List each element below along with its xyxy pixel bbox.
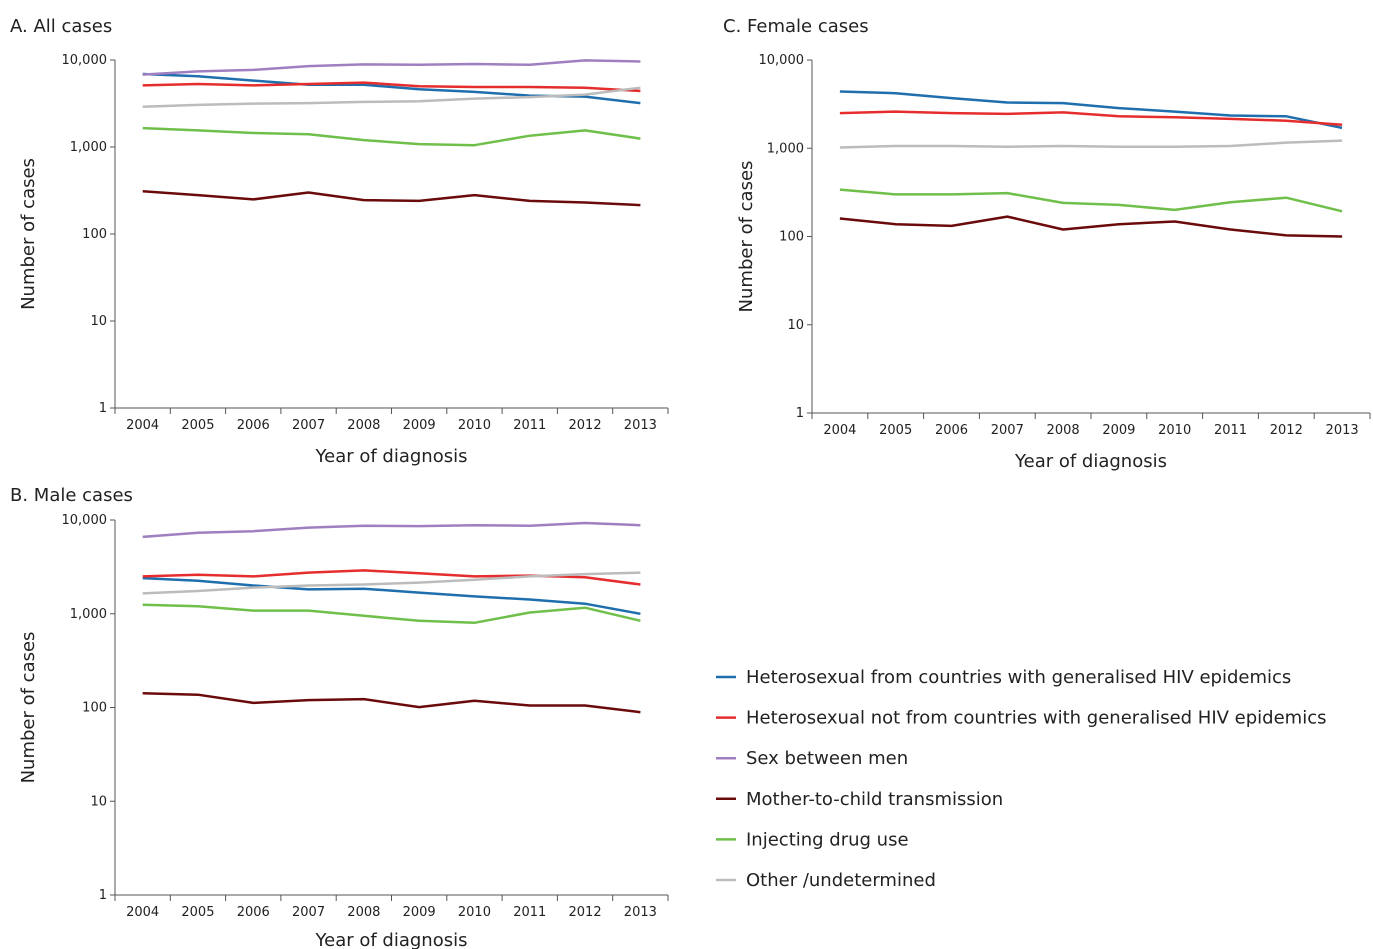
series-line-mother-to-child-transmission — [839, 215, 1343, 238]
legend-item-mother-to-child-transmission: Mother-to-child transmission — [716, 789, 1003, 810]
y-tick-label: 1,000 — [767, 141, 804, 156]
chart-panel-3: C. Female cases 1 10 100 1,000 10,000 2004 2005… — [723, 16, 1371, 472]
x-tick-label: 2011 — [1214, 423, 1247, 438]
panel-title: C. Female cases — [723, 16, 869, 37]
series-line-mother-to-child-transmission — [142, 691, 641, 714]
series-line-mother-to-child-transmission — [142, 190, 641, 207]
series-line-injecting-drug-use — [839, 188, 1343, 213]
x-tick-label: 2009 — [403, 418, 436, 433]
panel-title: A. All cases — [10, 16, 112, 37]
x-tick-label: 2006 — [935, 423, 968, 438]
y-tick-label: 10 — [787, 318, 804, 333]
series-line-other-undetermined — [142, 571, 641, 595]
x-tick-label: 2013 — [624, 418, 657, 433]
x-tick-label: 2007 — [991, 423, 1024, 438]
y-tick-label: 10,000 — [62, 513, 108, 528]
x-tick-label: 2007 — [292, 905, 325, 920]
y-tick-label: 100 — [82, 701, 107, 716]
series-line-injecting-drug-use — [142, 126, 641, 147]
y-axis-title: Number of cases — [736, 161, 757, 313]
legend-item-heterosexual-not-from-countries-with-generalised-hiv-epidemics: Heterosexual not from countries with gen… — [716, 708, 1327, 729]
chart-panel-1: A. All cases 1 10 100 1,000 10,000 2004 2005 200… — [10, 16, 669, 467]
series-line-other-undetermined — [839, 139, 1343, 149]
legend-label: Injecting drug use — [746, 829, 909, 850]
x-tick-label: 2006 — [237, 905, 270, 920]
y-tick-label: 100 — [82, 227, 107, 242]
legend-label: Other /undetermined — [746, 870, 936, 891]
y-tick-label: 10,000 — [62, 53, 108, 68]
series-line-heterosexual-from-countries-with-generalised-hiv-epidemics — [142, 576, 641, 616]
x-axis-title: Year of diagnosis — [315, 446, 468, 467]
series-line-sex-between-men — [142, 59, 641, 76]
series-line-sex-between-men — [142, 521, 641, 539]
x-tick-label: 2008 — [347, 418, 380, 433]
x-tick-label: 2007 — [292, 418, 325, 433]
series-line-injecting-drug-use — [142, 603, 641, 625]
x-tick-label: 2006 — [237, 418, 270, 433]
x-tick-label: 2012 — [1270, 423, 1303, 438]
y-tick-label: 10 — [90, 794, 107, 809]
x-tick-label: 2005 — [181, 905, 214, 920]
legend-label: Heterosexual from countries with general… — [746, 667, 1291, 688]
y-tick-label: 1 — [99, 401, 107, 416]
y-tick-label: 1 — [99, 888, 107, 903]
chart-legend: Heterosexual from countries with general… — [716, 667, 1327, 891]
x-tick-label: 2012 — [569, 418, 602, 433]
y-tick-label: 10,000 — [759, 53, 805, 68]
legend-item-injecting-drug-use: Injecting drug use — [716, 829, 909, 850]
x-tick-label: 2010 — [458, 905, 491, 920]
y-tick-label: 1,000 — [70, 607, 107, 622]
x-tick-label: 2010 — [458, 418, 491, 433]
y-tick-label: 10 — [90, 314, 107, 329]
series-line-heterosexual-from-countries-with-generalised-hiv-epidemics — [839, 90, 1343, 130]
x-tick-label: 2005 — [181, 418, 214, 433]
x-tick-label: 2010 — [1158, 423, 1191, 438]
x-tick-label: 2004 — [823, 423, 856, 438]
x-tick-label: 2012 — [569, 905, 602, 920]
x-tick-label: 2008 — [347, 905, 380, 920]
y-axis-title: Number of cases — [18, 158, 39, 310]
x-tick-label: 2009 — [1102, 423, 1135, 438]
x-tick-label: 2004 — [126, 905, 159, 920]
series-line-other-undetermined — [142, 86, 641, 109]
y-axis-title: Number of cases — [18, 632, 39, 784]
legend-item-other-undetermined: Other /undetermined — [716, 870, 936, 891]
x-tick-label: 2008 — [1047, 423, 1080, 438]
legend-item-heterosexual-from-countries-with-generalised-hiv-epidemics: Heterosexual from countries with general… — [716, 667, 1291, 688]
x-tick-label: 2011 — [513, 418, 546, 433]
series-line-heterosexual-not-from-countries-with-generalised-hiv-epidemics — [142, 81, 641, 93]
y-tick-label: 1 — [796, 406, 804, 421]
panel-title: B. Male cases — [10, 485, 133, 506]
x-tick-label: 2009 — [403, 905, 436, 920]
legend-label: Sex between men — [746, 748, 908, 769]
series-line-heterosexual-not-from-countries-with-generalised-hiv-epidemics — [839, 110, 1343, 126]
x-tick-label: 2013 — [1326, 423, 1359, 438]
y-tick-label: 1,000 — [70, 140, 107, 155]
x-tick-label: 2005 — [879, 423, 912, 438]
x-tick-label: 2004 — [126, 418, 159, 433]
legend-label: Heterosexual not from countries with gen… — [746, 708, 1327, 729]
legend-label: Mother-to-child transmission — [746, 789, 1003, 810]
legend-item-sex-between-men: Sex between men — [716, 748, 908, 769]
x-tick-label: 2011 — [513, 905, 546, 920]
chart-panel-2: B. Male cases 1 10 100 1,000 10,000 2004 2005 20… — [10, 485, 669, 949]
x-tick-label: 2013 — [624, 905, 657, 920]
x-axis-title: Year of diagnosis — [315, 930, 468, 949]
x-axis-title: Year of diagnosis — [1014, 451, 1167, 472]
y-tick-label: 100 — [779, 230, 804, 245]
